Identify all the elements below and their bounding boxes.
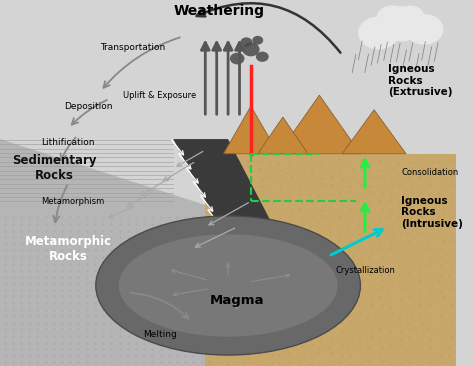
Text: Crystallization: Crystallization xyxy=(335,266,395,275)
Ellipse shape xyxy=(96,216,360,355)
Circle shape xyxy=(358,16,399,49)
Circle shape xyxy=(376,5,408,31)
Text: Uplift & Exposure: Uplift & Exposure xyxy=(123,91,196,100)
Polygon shape xyxy=(205,154,456,366)
Text: Melting: Melting xyxy=(143,330,176,339)
Polygon shape xyxy=(224,106,278,154)
Circle shape xyxy=(256,52,269,62)
Polygon shape xyxy=(173,139,273,227)
Circle shape xyxy=(230,53,245,64)
Text: Metamorphism: Metamorphism xyxy=(41,197,105,206)
Polygon shape xyxy=(278,95,360,154)
Circle shape xyxy=(242,42,260,56)
Text: Transportation: Transportation xyxy=(100,43,165,52)
Text: Igneous
Rocks
(Intrusive): Igneous Rocks (Intrusive) xyxy=(401,196,464,229)
Text: Magma: Magma xyxy=(210,294,264,307)
Text: Sedimentary
Rocks: Sedimentary Rocks xyxy=(12,154,97,182)
Polygon shape xyxy=(258,117,308,154)
Text: Weathering: Weathering xyxy=(173,4,264,18)
Circle shape xyxy=(252,36,263,45)
Text: Igneous
Rocks
(Extrusive): Igneous Rocks (Extrusive) xyxy=(388,64,452,97)
Circle shape xyxy=(397,5,424,27)
Polygon shape xyxy=(0,139,251,366)
Circle shape xyxy=(380,6,423,41)
Circle shape xyxy=(240,37,252,47)
Text: Deposition: Deposition xyxy=(64,102,112,111)
Polygon shape xyxy=(342,110,406,154)
Text: Consolidation: Consolidation xyxy=(401,168,459,176)
Ellipse shape xyxy=(118,234,337,337)
Text: Lithification: Lithification xyxy=(41,138,94,147)
Text: Metamorphic
Rocks: Metamorphic Rocks xyxy=(25,235,112,263)
Circle shape xyxy=(405,14,444,45)
